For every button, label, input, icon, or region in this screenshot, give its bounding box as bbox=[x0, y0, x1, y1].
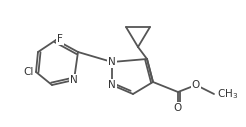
Text: CH$_3$: CH$_3$ bbox=[217, 87, 238, 101]
Text: O: O bbox=[174, 103, 182, 113]
Text: N: N bbox=[70, 75, 78, 85]
Text: N: N bbox=[108, 57, 116, 67]
Text: N: N bbox=[108, 80, 116, 90]
Text: Cl: Cl bbox=[24, 67, 34, 77]
Text: F: F bbox=[57, 34, 63, 44]
Text: O: O bbox=[192, 80, 200, 90]
